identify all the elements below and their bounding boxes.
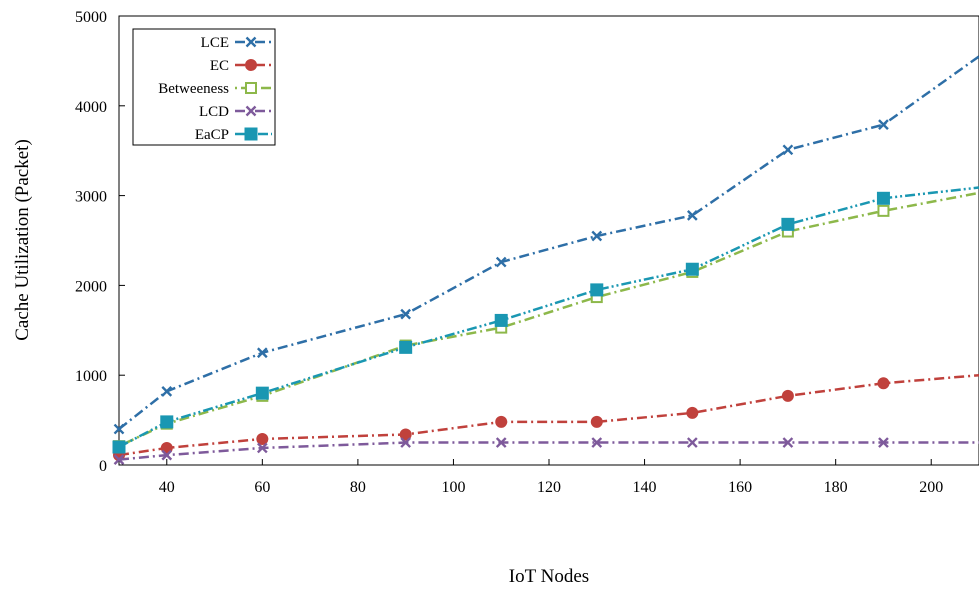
data-point-lcd: [161, 449, 173, 461]
data-point-eacp: [399, 340, 413, 354]
data-point-lcd: [782, 437, 794, 448]
data-point-eacp: [160, 415, 174, 429]
x-tick-label: 180: [824, 479, 848, 496]
data-point-eacp: [781, 217, 795, 231]
y-tick-label: 5000: [75, 9, 107, 26]
legend-label-ec: EC: [210, 58, 229, 74]
series-eacp: [112, 186, 979, 454]
legend-label-betweeness: Betweeness: [158, 81, 229, 97]
data-point-lcd: [878, 437, 889, 448]
data-point-lce: [591, 230, 603, 242]
series-line-betweeness: [118, 191, 979, 448]
series-line-lce: [118, 55, 979, 431]
x-tick-label: 60: [254, 479, 270, 496]
data-point-lce: [495, 256, 507, 268]
legend-marker-betweeness: [245, 82, 257, 94]
data-point-lce: [686, 210, 698, 221]
data-point-eacp: [112, 440, 126, 454]
data-point-lce: [400, 308, 412, 320]
series-line-lcd: [118, 441, 979, 461]
data-point-lcd: [256, 442, 268, 454]
data-point-lce: [878, 119, 889, 131]
legend-marker-ec: [245, 59, 257, 71]
x-tick-label: 140: [633, 479, 657, 496]
data-point-ec: [495, 415, 508, 428]
series-ec: [113, 373, 979, 462]
y-tick-label: 1000: [75, 368, 107, 385]
data-point-lcd: [495, 437, 507, 448]
series-lce: [113, 55, 979, 435]
data-point-ec: [256, 432, 269, 445]
x-tick-label: 160: [728, 479, 752, 496]
legend: LCE EC Betweeness LCD EaCP: [132, 28, 276, 146]
x-axis-title: IoT Nodes: [509, 566, 589, 587]
data-point-lce: [782, 144, 794, 156]
x-tick-label: 120: [537, 479, 561, 496]
legend-marker-lce: [245, 36, 257, 48]
data-point-eacp: [685, 262, 699, 276]
data-point-lce: [161, 386, 173, 397]
data-point-ec: [399, 428, 412, 441]
legend-marker-lcd: [245, 105, 257, 117]
data-point-lce: [113, 423, 125, 435]
y-axis-title: Cache Utilization (Packet): [12, 139, 33, 341]
x-tick-label: 80: [350, 479, 366, 496]
series-line-ec: [118, 373, 979, 457]
data-point-lcd: [686, 437, 698, 448]
data-point-lcd: [113, 454, 125, 465]
data-point-betweeness: [877, 204, 890, 217]
legend-label-eacp: EaCP: [195, 127, 229, 143]
data-point-lcd: [400, 437, 412, 448]
ticks-layer: 40 60 80 100 120 140 160 180 2000100020003000400…: [75, 9, 943, 496]
legend-label-lce: LCE: [201, 35, 229, 51]
x-tick-label: 100: [441, 479, 465, 496]
y-tick-label: 0: [99, 458, 107, 475]
data-point-eacp: [590, 283, 604, 297]
y-tick-label: 2000: [75, 278, 107, 295]
series-layer: [112, 55, 979, 465]
data-point-eacp: [255, 386, 269, 400]
data-point-eacp: [876, 191, 890, 205]
x-tick-label: 40: [159, 479, 175, 496]
legend-marker-eacp: [244, 127, 258, 141]
series-lcd: [113, 437, 979, 465]
data-point-ec: [590, 415, 603, 428]
data-point-eacp: [494, 313, 508, 327]
data-point-ec: [686, 406, 699, 419]
data-point-lce: [256, 347, 268, 359]
legend-label-lcd: LCD: [199, 104, 229, 120]
x-tick-label: 200: [919, 479, 943, 496]
data-point-ec: [781, 389, 794, 402]
data-point-ec: [877, 377, 890, 390]
y-tick-label: 4000: [75, 99, 107, 116]
data-point-lcd: [591, 437, 603, 448]
y-tick-label: 3000: [75, 189, 107, 206]
